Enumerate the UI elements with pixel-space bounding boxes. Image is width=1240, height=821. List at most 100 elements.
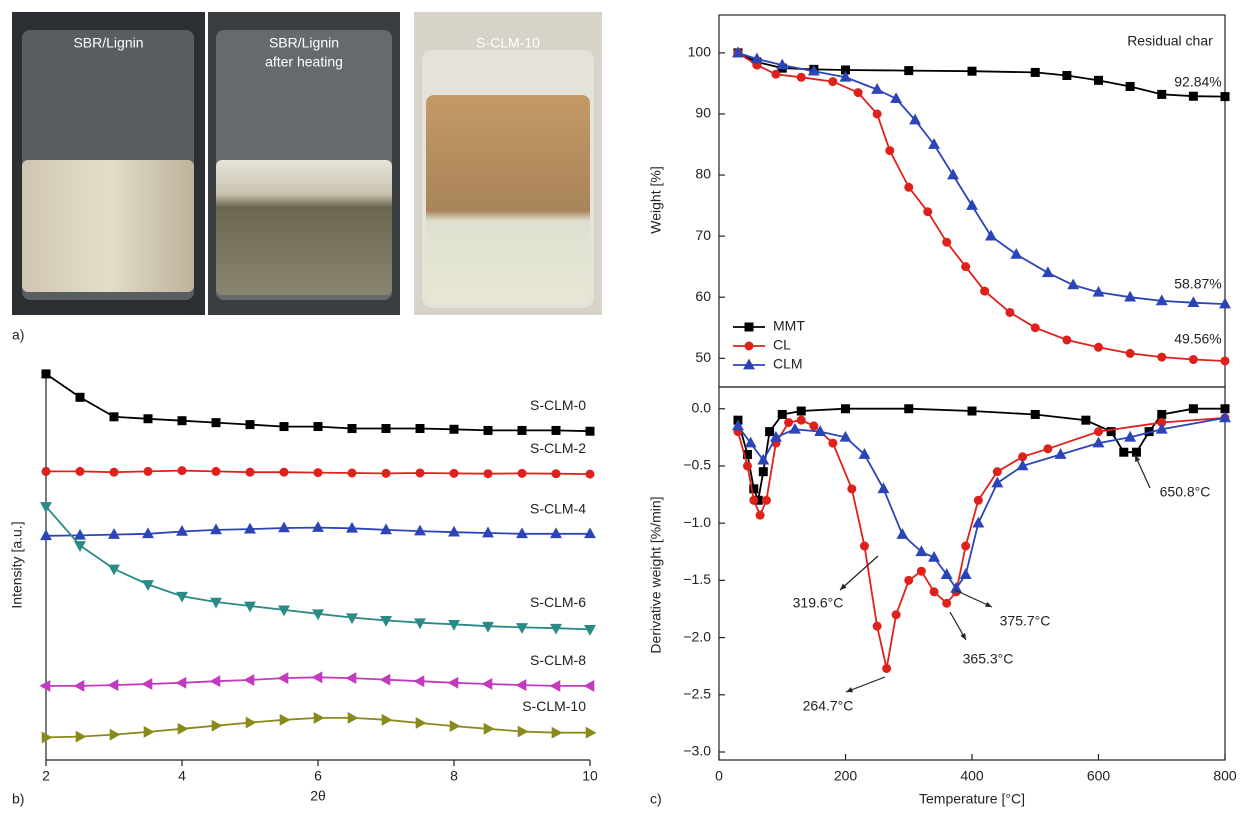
marker — [839, 430, 852, 442]
marker — [904, 66, 914, 76]
y-tick-label: −3.0 — [683, 743, 711, 759]
marker — [1018, 452, 1028, 462]
marker — [549, 679, 561, 692]
marker — [109, 728, 121, 741]
marker — [755, 510, 765, 520]
arrow-head — [960, 633, 966, 640]
marker — [415, 717, 427, 729]
annotation: 650.8°C — [1160, 484, 1211, 500]
marker — [1131, 447, 1141, 457]
arrow-head — [846, 687, 853, 693]
marker — [279, 422, 289, 432]
marker — [177, 416, 187, 426]
annotation: 49.56% — [1174, 331, 1221, 347]
marker — [1043, 444, 1053, 454]
marker — [1157, 409, 1167, 419]
marker — [992, 467, 1002, 477]
marker — [929, 587, 939, 597]
marker — [1016, 459, 1029, 471]
marker — [758, 467, 768, 477]
marker — [107, 679, 119, 692]
marker — [967, 66, 977, 76]
photo-label: SBR/Lignin — [73, 35, 143, 51]
marker — [841, 404, 850, 414]
marker — [809, 421, 819, 431]
annotation: Residual char — [1127, 33, 1213, 49]
marker — [807, 64, 820, 76]
marker — [796, 415, 806, 425]
marker — [39, 679, 51, 692]
marker — [177, 722, 189, 735]
marker — [143, 725, 155, 738]
marker — [551, 469, 561, 479]
marker — [1157, 417, 1167, 427]
marker — [210, 597, 222, 609]
y-axis-label: Derivative weight [%/min] — [648, 496, 664, 653]
marker — [749, 495, 759, 505]
marker — [381, 424, 391, 433]
y-tick-label: 90 — [695, 105, 711, 121]
marker — [743, 358, 755, 370]
annotation-arrow — [839, 555, 879, 591]
marker — [828, 438, 838, 448]
marker — [245, 716, 257, 729]
series-label: S-CLM-8 — [530, 652, 586, 668]
y-tick-label: −0.5 — [683, 457, 711, 473]
marker — [904, 575, 914, 585]
marker — [872, 621, 882, 631]
marker — [761, 495, 771, 505]
marker — [1030, 323, 1040, 333]
marker — [75, 730, 87, 743]
marker — [481, 678, 493, 690]
marker — [814, 425, 827, 436]
marker — [176, 524, 188, 536]
marker — [447, 676, 459, 689]
y-axis-label: Weight [%] — [648, 166, 664, 233]
photo-label: SBR/Lignin — [269, 35, 339, 51]
x-tick-label: 200 — [834, 768, 858, 784]
marker — [950, 581, 963, 593]
marker — [904, 182, 914, 192]
marker — [448, 525, 460, 537]
marker — [859, 541, 869, 551]
marker — [959, 568, 972, 579]
marker — [769, 430, 782, 442]
marker — [585, 469, 595, 479]
marker — [1092, 285, 1105, 297]
marker — [584, 625, 596, 636]
marker — [1094, 427, 1103, 437]
x-tick-label: 8 — [450, 768, 458, 784]
marker — [1067, 278, 1080, 290]
marker — [991, 476, 1004, 488]
marker — [109, 467, 119, 477]
marker — [1125, 348, 1135, 358]
marker — [346, 521, 358, 533]
annotation-arrow — [845, 676, 886, 693]
marker — [1030, 67, 1040, 77]
legend-label: MMT — [773, 318, 805, 334]
marker — [583, 679, 595, 692]
photo — [414, 12, 602, 315]
marker — [244, 601, 256, 613]
panel-label: a) — [12, 327, 24, 343]
series-line — [737, 417, 1226, 669]
marker — [967, 406, 977, 416]
marker — [896, 528, 909, 539]
marker — [985, 229, 997, 241]
marker — [483, 469, 493, 479]
marker — [380, 523, 392, 535]
panel-label: c) — [650, 791, 662, 807]
marker — [1157, 89, 1167, 99]
x-axis-label: 2θ — [310, 788, 326, 804]
marker — [311, 671, 323, 684]
marker — [847, 484, 857, 494]
marker — [871, 83, 884, 94]
marker — [1125, 81, 1135, 91]
marker — [1094, 75, 1103, 85]
x-tick-label: 2 — [42, 768, 50, 784]
marker — [872, 109, 882, 119]
marker — [585, 426, 595, 436]
marker — [940, 568, 953, 579]
annotation-arrow — [954, 589, 993, 608]
